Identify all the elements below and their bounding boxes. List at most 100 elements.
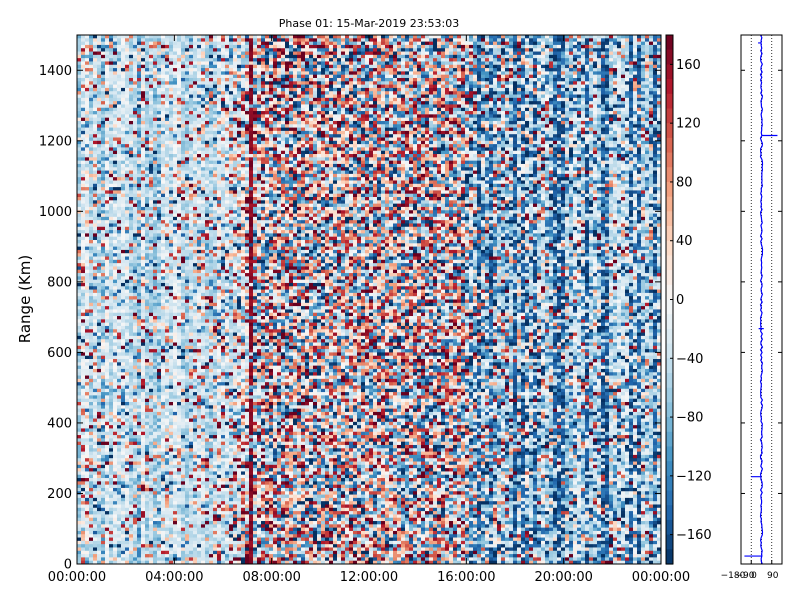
heatmap-cell: [81, 273, 86, 277]
heatmap-cell: [109, 401, 114, 406]
heatmap-cell: [137, 220, 142, 225]
heatmap-cell: [157, 104, 162, 109]
heatmap-cell: [109, 421, 114, 426]
heatmap-cell: [169, 458, 174, 463]
heatmap-cell: [105, 431, 110, 436]
heatmap-cell: [85, 355, 90, 360]
heatmap-cell: [125, 223, 130, 228]
heatmap-cell: [85, 107, 90, 112]
heatmap-cell: [133, 71, 138, 76]
heatmap-cell: [109, 137, 114, 142]
heatmap-cell: [125, 560, 130, 564]
heatmap-cell: [169, 325, 174, 330]
heatmap-cell: [161, 111, 166, 115]
heatmap-cell: [81, 415, 86, 420]
heatmap-cell: [117, 431, 122, 436]
heatmap-cell: [85, 246, 90, 251]
heatmap-cell: [169, 120, 174, 125]
heatmap-cell: [169, 521, 174, 525]
heatmap-cell: [105, 190, 110, 195]
heatmap-cell: [153, 554, 158, 558]
heatmap-cell: [149, 365, 154, 370]
heatmap-cell: [77, 197, 82, 201]
heatmap-cell: [121, 392, 126, 396]
heatmap-cell: [77, 312, 82, 317]
heatmap-cell: [121, 163, 126, 168]
heatmap-cell: [157, 239, 162, 244]
heatmap-cell: [77, 329, 82, 334]
heatmap-cell: [125, 431, 130, 436]
heatmap-cell: [81, 266, 86, 271]
heatmap-cell: [169, 249, 174, 254]
heatmap-cell: [93, 197, 98, 201]
heatmap-cell: [169, 550, 174, 555]
heatmap-cell: [129, 246, 134, 251]
heatmap-cell: [141, 137, 146, 142]
heatmap-cell: [149, 388, 154, 393]
heatmap-cell: [129, 521, 134, 525]
heatmap-cell: [137, 451, 142, 456]
heatmap-cell: [117, 342, 122, 347]
heatmap-cell: [157, 117, 162, 122]
heatmap-cell: [93, 54, 98, 59]
heatmap-cell: [117, 210, 122, 215]
heatmap-cell: [165, 534, 170, 539]
heatmap-cell: [165, 140, 170, 145]
heatmap-cell: [157, 484, 162, 489]
heatmap-cell: [125, 84, 130, 89]
heatmap-cell: [117, 325, 122, 330]
heatmap-cell: [113, 547, 118, 552]
heatmap-cell: [141, 372, 146, 377]
heatmap-cell: [161, 497, 166, 502]
heatmap-cell: [133, 97, 138, 102]
heatmap-cell: [97, 236, 102, 241]
heatmap-cell: [129, 395, 134, 400]
heatmap-cell: [113, 352, 118, 357]
heatmap-cell: [129, 190, 134, 195]
heatmap-cell: [89, 557, 94, 562]
heatmap-cell: [93, 51, 98, 56]
heatmap-cell: [85, 474, 90, 479]
heatmap-cell: [113, 342, 118, 347]
heatmap-cell: [161, 187, 166, 191]
heatmap-cell: [157, 177, 162, 182]
heatmap-cell: [161, 256, 166, 261]
heatmap-cell: [109, 487, 114, 492]
heatmap-cell: [145, 74, 150, 79]
heatmap-cell: [121, 167, 126, 172]
heatmap-cell: [169, 444, 174, 449]
heatmap-cell: [77, 382, 82, 387]
heatmap-cell: [129, 41, 134, 46]
heatmap-cell: [101, 170, 106, 175]
heatmap-cell: [89, 517, 94, 522]
heatmap-cell: [77, 213, 82, 218]
heatmap-cell: [133, 458, 138, 463]
heatmap-cell: [149, 137, 154, 142]
heatmap-cell: [81, 236, 86, 241]
heatmap-cell: [101, 269, 106, 274]
heatmap-cell: [169, 309, 174, 314]
heatmap-cell: [105, 451, 110, 456]
heatmap-cell: [89, 170, 94, 175]
heatmap-cell: [141, 68, 146, 72]
heatmap-cell: [165, 554, 170, 558]
heatmap-cell: [165, 299, 170, 304]
heatmap-cell: [109, 438, 114, 443]
heatmap-cell: [113, 395, 118, 400]
heatmap-cell: [141, 339, 146, 344]
heatmap-cell: [85, 349, 90, 353]
heatmap-cell: [169, 514, 174, 519]
heatmap-cell: [161, 487, 166, 492]
heatmap-cell: [113, 223, 118, 228]
heatmap-cell: [133, 147, 138, 152]
heatmap-cell: [161, 511, 166, 516]
heatmap-cell: [89, 527, 94, 532]
heatmap-cell: [81, 84, 86, 89]
heatmap-cell: [109, 150, 114, 155]
heatmap-cell: [145, 342, 150, 347]
heatmap-cell: [161, 38, 166, 43]
heatmap-cell: [109, 276, 114, 281]
heatmap-cell: [157, 130, 162, 135]
heatmap-cell: [153, 97, 158, 102]
heatmap-cell: [93, 504, 98, 509]
